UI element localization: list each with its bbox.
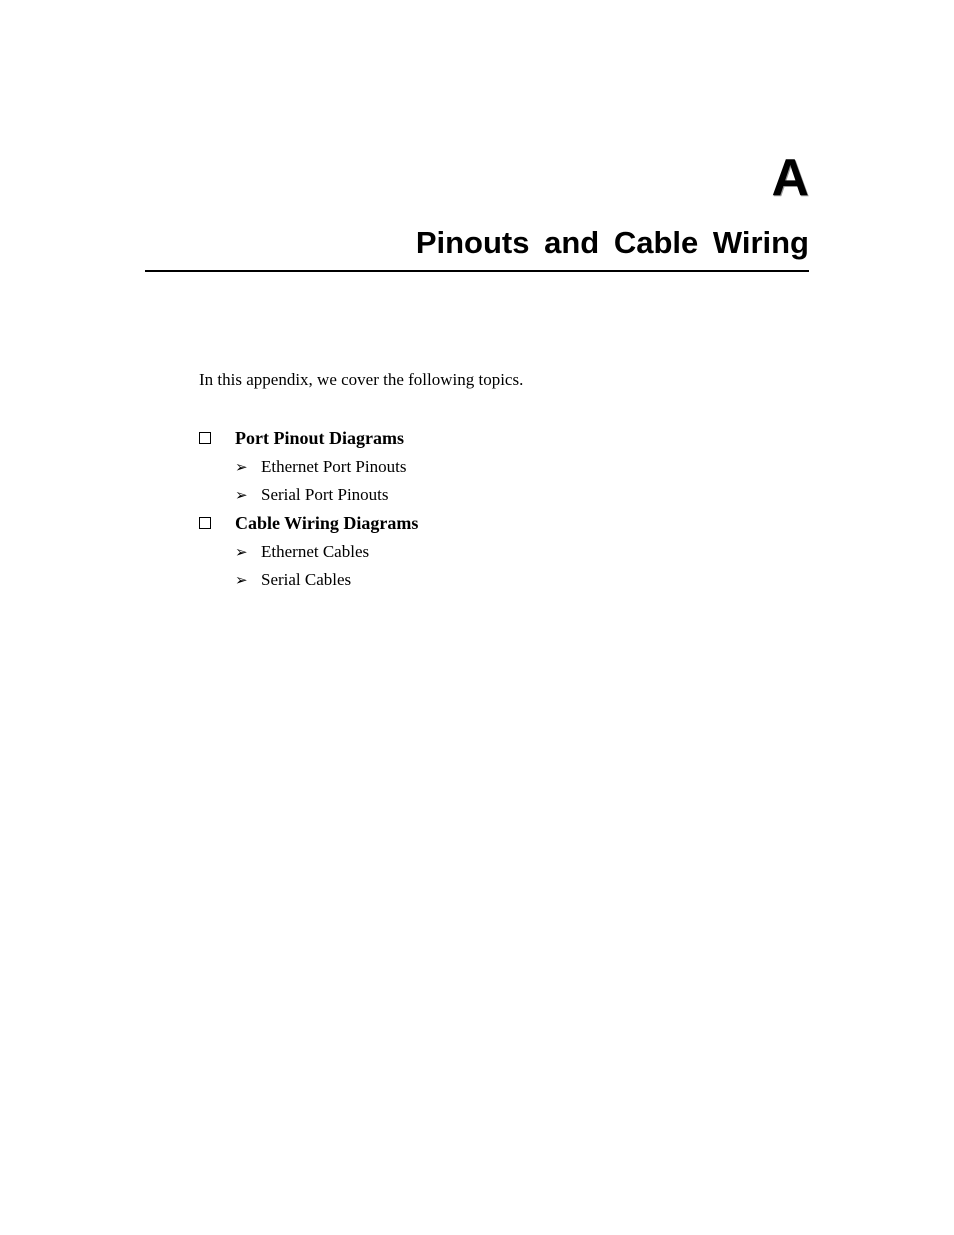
list-item: ➢ Serial Cables [235,570,418,590]
arrow-bullet-icon: ➢ [235,486,253,504]
section-heading: Cable Wiring Diagrams [235,513,418,534]
title-underline-rule [145,270,809,272]
sub-item-label: Serial Cables [261,570,351,590]
list-item: ➢ Serial Port Pinouts [235,485,418,505]
topic-section: Cable Wiring Diagrams ➢ Ethernet Cables … [199,513,418,590]
document-page: A Pinouts and Cable Wiring In this appen… [0,0,954,1235]
sub-list: ➢ Ethernet Port Pinouts ➢ Serial Port Pi… [235,457,418,505]
topics-list: Port Pinout Diagrams ➢ Ethernet Port Pin… [199,428,418,598]
sub-item-label: Serial Port Pinouts [261,485,389,505]
arrow-bullet-icon: ➢ [235,543,253,561]
section-row: Cable Wiring Diagrams [199,513,418,534]
appendix-letter: A [771,148,809,208]
list-item: ➢ Ethernet Port Pinouts [235,457,418,477]
square-bullet-icon [199,517,211,529]
intro-paragraph: In this appendix, we cover the following… [199,370,523,390]
topic-section: Port Pinout Diagrams ➢ Ethernet Port Pin… [199,428,418,505]
arrow-bullet-icon: ➢ [235,458,253,476]
section-heading: Port Pinout Diagrams [235,428,404,449]
sub-item-label: Ethernet Cables [261,542,369,562]
arrow-bullet-icon: ➢ [235,571,253,589]
list-item: ➢ Ethernet Cables [235,542,418,562]
square-bullet-icon [199,432,211,444]
sub-list: ➢ Ethernet Cables ➢ Serial Cables [235,542,418,590]
sub-item-label: Ethernet Port Pinouts [261,457,406,477]
section-row: Port Pinout Diagrams [199,428,418,449]
chapter-title: Pinouts and Cable Wiring [416,225,809,261]
